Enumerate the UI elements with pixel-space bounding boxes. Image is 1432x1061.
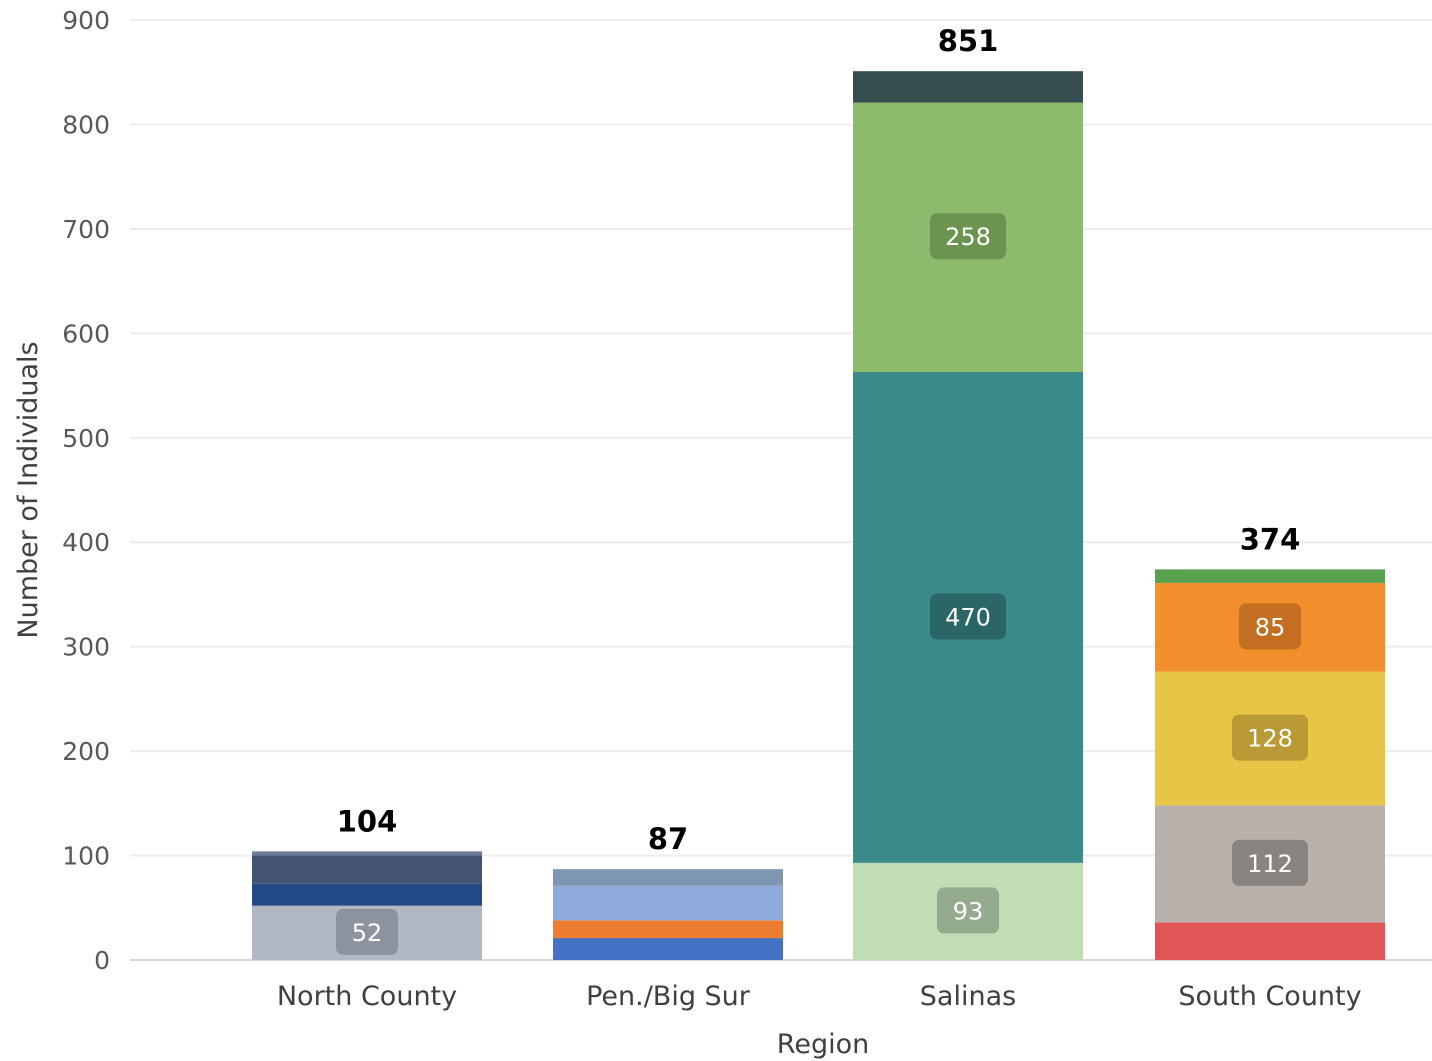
bars: 52 104 87 93 470 258 851 112 128 85 374 (252, 24, 1385, 960)
y-axis-ticks: 0 100 200 300 400 500 600 700 800 900 (62, 6, 110, 975)
data-label: 258 (945, 223, 991, 251)
y-tick-label: 500 (62, 424, 110, 453)
bar-segment (853, 71, 1083, 102)
total-label: 104 (337, 804, 398, 838)
bar-segment (1155, 922, 1385, 960)
bar-segment (252, 851, 482, 855)
y-tick-label: 800 (62, 110, 110, 139)
y-tick-label: 400 (62, 528, 110, 557)
y-tick-label: 700 (62, 215, 110, 244)
x-axis-ticks: North County Pen./Big Sur Salinas South Cou… (277, 981, 1362, 1012)
bar-segment (553, 938, 783, 960)
x-axis-title: Region (777, 1029, 869, 1060)
y-axis-title: Number of Individuals (13, 341, 44, 638)
bar-segment (553, 869, 783, 886)
category-label: South County (1178, 981, 1361, 1012)
bar-segment (1155, 569, 1385, 583)
data-label: 128 (1247, 725, 1293, 753)
bar-stack: 52 104 (252, 804, 482, 960)
y-tick-label: 0 (94, 946, 110, 975)
data-label: 470 (945, 603, 991, 631)
bar-stack: 87 (553, 822, 783, 960)
bar-segment (252, 856, 482, 884)
bar-segment (252, 884, 482, 906)
y-tick-label: 900 (62, 6, 110, 35)
bar-stack: 93 470 258 851 (853, 24, 1083, 960)
data-label: 52 (352, 919, 383, 947)
category-label: Salinas (920, 981, 1016, 1012)
bar-segment (553, 886, 783, 920)
bar-stack: 112 128 85 374 (1155, 522, 1385, 960)
category-label: Pen./Big Sur (586, 981, 751, 1012)
y-tick-label: 600 (62, 319, 110, 348)
data-label: 112 (1247, 850, 1293, 878)
bar-segment (553, 920, 783, 938)
y-tick-label: 200 (62, 737, 110, 766)
total-label: 87 (648, 822, 688, 856)
data-label: 93 (953, 897, 984, 925)
total-label: 851 (938, 24, 999, 58)
data-label: 85 (1255, 613, 1286, 641)
total-label: 374 (1240, 522, 1301, 556)
category-label: North County (277, 981, 457, 1012)
y-tick-label: 100 (62, 842, 110, 871)
y-tick-label: 300 (62, 633, 110, 662)
